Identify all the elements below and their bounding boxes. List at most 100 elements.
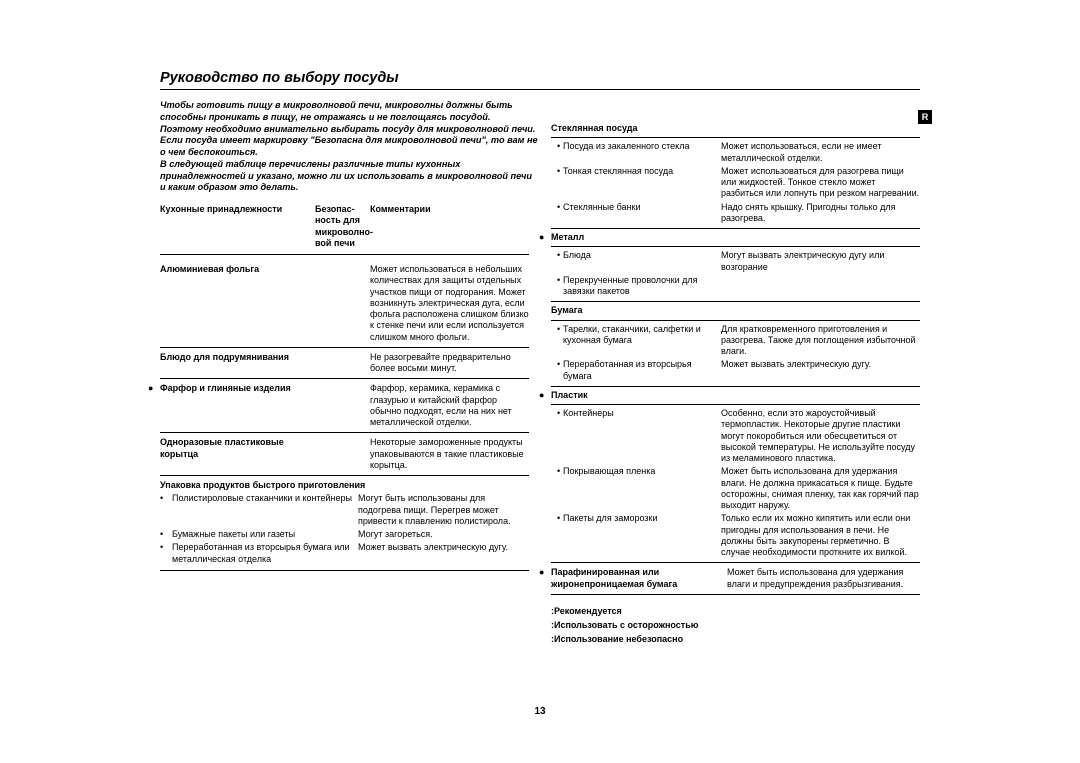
bullet-icon: • [160,529,172,540]
item-name: Блюда [563,250,721,273]
group-list: •КонтейнерыОсобенно, если это жароустойч… [551,405,920,563]
intro-p2: Поэтому необходимо внимательно выбирать … [160,124,540,159]
item-name: Перекрученные проволочки для завязки пак… [563,275,721,298]
legend-unsafe: :Использование небезопасно [551,633,920,647]
level-bullet: ● [539,390,544,401]
group-name: Упаковка продуктов быстрого приготовлени… [160,480,529,491]
item-comment: Может использоваться, если не имеет мета… [721,141,920,164]
row-comment: Фарфор, керамика, керамика с глазурью и … [370,383,529,428]
bullet-icon: • [551,141,563,164]
bullet-icon: • [551,202,563,225]
row-comment: Может быть использована для удержания вл… [727,567,920,590]
item-name: Покрывающая пленка [563,466,721,511]
list-item: •КонтейнерыОсобенно, если это жароустойч… [551,407,920,465]
item-name: Контейнеры [563,408,721,464]
table-row: Блюдо для подрумянивания Не разогревайте… [160,348,529,380]
row-comment: Некоторые замороженные продукты упаковыв… [370,437,529,471]
bullet-icon: • [551,359,563,382]
item-name: Полистироловые стаканчики и контейнеры [172,493,354,527]
item-comment: Могут быть использованы для подогрева пи… [354,493,529,527]
group-header: ● Пластик [551,387,920,405]
page-title: Руководство по выбору посуды [160,70,920,90]
item-comment: Может вызвать электрическую дугу. [721,359,920,382]
item-comment: Могут загореться. [354,529,529,540]
row-name: Фарфор и глиняные изделия [160,383,315,428]
group-title: Бумага [551,305,583,316]
list-item: • Полистироловые стаканчики и контейнеры… [160,492,529,528]
group-list: •Тарелки, стаканчики, салфетки и кухонна… [551,321,920,387]
legend-caution: :Использовать с осторожностью [551,619,920,633]
row-name: Блюдо для подрумянивания [160,352,315,375]
group-title: Металл [551,232,584,243]
item-name: Стеклянные банки [563,202,721,225]
row-name: Алюминиевая фольга [160,264,315,343]
row-comment: Может использоваться в небольших количес… [370,264,529,343]
item-comment: Может вызвать электрическую дугу. [354,542,529,565]
page-content: Руководство по выбору посуды Чтобы готов… [160,70,920,647]
group-list: •Посуда из закаленного стеклаМожет испол… [551,138,920,229]
list-item: •Стеклянные банкиНадо снять крышку. Приг… [551,201,920,226]
intro-p3: В следующей таблице перечислены различны… [160,159,540,194]
item-name: Посуда из закаленного стекла [563,141,721,164]
list-item: •Перекрученные проволочки для завязки па… [551,274,920,299]
list-item: •Переработанная из вторсырья бумагаМожет… [551,358,920,383]
table-header: Кухонные принадлежности Безопас-ность дл… [160,204,529,255]
list-item: •Пакеты для заморозкиТолько если их можн… [551,512,920,559]
intro-block: Чтобы готовить пищу в микроволновой печи… [160,100,540,194]
bullet-icon: • [551,250,563,273]
bullet-icon: • [160,493,172,527]
bullet-icon: • [551,275,563,298]
level-bullet: ● [539,567,544,578]
table-row: Алюминиевая фольга Может использоваться … [160,260,529,348]
item-name: Переработанная из вторсырья бумага или м… [172,542,354,565]
item-comment: Для кратковременного приготовления и раз… [721,324,920,358]
bullet-icon: • [551,324,563,358]
group-header: Стеклянная посуда [551,120,920,138]
list-item: • Переработанная из вторсырья бумага или… [160,541,529,566]
level-bullet: ● [539,232,544,243]
group-title: Пластик [551,390,588,401]
item-comment: Может быть использована для удержания вл… [721,466,920,511]
columns: Кухонные принадлежности Безопас-ность дл… [160,204,920,647]
left-column: Кухонные принадлежности Безопас-ность дл… [160,204,529,647]
bullet-icon: • [551,166,563,200]
group-header: ● Металл [551,229,920,247]
list-item: •БлюдаМогут вызвать электрическую дугу и… [551,249,920,274]
bullet-icon: • [160,542,172,565]
table-row: Одноразовые пластиковые корытца Некоторы… [160,433,529,476]
legend-recommended: :Рекомендуется [551,605,920,619]
table-row: ● Парафинированная или жиронепроницаемая… [551,563,920,595]
bullet-icon: • [551,466,563,511]
item-name: Бумажные пакеты или газеты [172,529,354,540]
list-item: • Бумажные пакеты или газеты Могут загор… [160,528,529,541]
group-list: • Полистироловые стаканчики и контейнеры… [160,492,529,571]
row-safety [315,383,370,428]
item-comment: Только если их можно кипятить или если о… [721,513,920,558]
intro-p1: Чтобы готовить пищу в микроволновой печи… [160,100,540,124]
row-name: Одноразовые пластиковые корытца [160,437,315,471]
side-tab: R [918,110,932,124]
row-safety [315,264,370,343]
header-col1: Кухонные принадлежности [160,204,315,249]
row-safety [315,437,370,471]
group-list: •БлюдаМогут вызвать электрическую дугу и… [551,247,920,302]
row-name: Парафинированная или жиронепроницаемая б… [551,567,727,590]
item-comment: Особенно, если это жароустойчивый термоп… [721,408,920,464]
bullet-icon: • [551,513,563,558]
legend: :Рекомендуется :Использовать с осторожно… [551,605,920,647]
list-item: •Тонкая стеклянная посудаМожет использов… [551,165,920,201]
header-col2: Безопас-ность для микроволно-вой печи [315,204,370,249]
list-item: •Тарелки, стаканчики, салфетки и кухонна… [551,323,920,359]
list-item: •Посуда из закаленного стеклаМожет испол… [551,140,920,165]
right-column: Стеклянная посуда •Посуда из закаленного… [551,120,920,647]
item-comment: Могут вызвать электрическую дугу или воз… [721,250,920,273]
bullet-icon: • [551,408,563,464]
item-comment: Надо снять крышку. Пригодны только для р… [721,202,920,225]
level-bullet: ● [148,383,153,394]
item-name: Тонкая стеклянная посуда [563,166,721,200]
group-header: Бумага [551,302,920,320]
item-comment [721,275,920,298]
item-comment: Может использоваться для разогрева пищи … [721,166,920,200]
table-row: ● Фарфор и глиняные изделия Фарфор, кера… [160,379,529,433]
page-number: 13 [0,706,1080,717]
